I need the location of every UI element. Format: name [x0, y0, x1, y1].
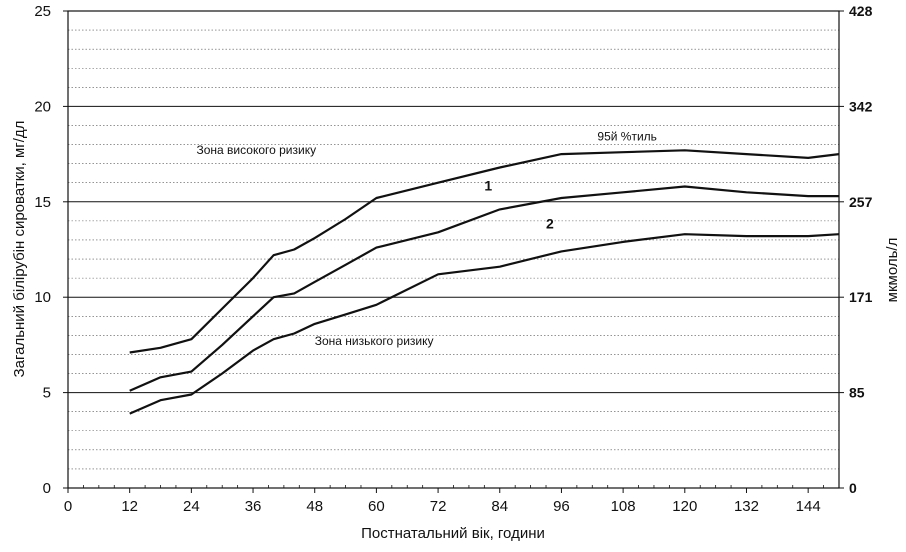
x-tick-label: 48 [306, 498, 323, 515]
x-tick-label: 144 [796, 498, 821, 515]
y-tick-label: 20 [34, 98, 51, 115]
annotation-5: 2 [546, 216, 554, 232]
y-right-tick-label: 428 [849, 3, 873, 19]
annotation-1: Зона високого ризику [197, 143, 317, 157]
y-tick-label: 25 [34, 3, 51, 20]
grid [68, 10, 839, 489]
series-line-1 [129, 149, 840, 354]
y-right-tick-label: 257 [849, 194, 873, 210]
x-tick-label: 60 [368, 498, 385, 515]
y-tick-label: 0 [43, 480, 51, 497]
annotation-4: 1 [484, 177, 492, 193]
annotations: Зона високого ризику Зона низького ризику… [197, 130, 657, 348]
y-right-tick-label: 0 [849, 480, 857, 496]
x-tick-label: 24 [183, 498, 200, 515]
x-axis-ticks: 0 12 24 36 48 60 72 84 96 108 120 132 144 [64, 485, 824, 515]
x-tick-label: 84 [491, 498, 508, 515]
plot-frame [67, 10, 840, 489]
y-tick-label: 15 [34, 194, 51, 211]
y-right-tick-label: 171 [849, 289, 873, 305]
series-line-3 [129, 233, 840, 415]
x-tick-label: 132 [734, 498, 759, 515]
y-right-tick-label: 342 [849, 98, 873, 114]
y-axis-label: Загальний білірубін сироватки, мг/дл [11, 121, 28, 378]
x-tick-label: 72 [430, 498, 447, 515]
y-axis-ticks: 0 5 10 15 20 25 [34, 3, 68, 497]
y-tick-label: 5 [43, 385, 51, 402]
x-tick-label: 120 [672, 498, 697, 515]
x-tick-label: 96 [553, 498, 570, 515]
x-tick-label: 108 [611, 498, 636, 515]
x-tick-label: 36 [245, 498, 262, 515]
x-tick-label: 12 [121, 498, 138, 515]
y-tick-label: 10 [34, 289, 51, 306]
y-right-axis-ticks: 0 85 171 257 342 428 [839, 3, 873, 496]
x-axis-label: Постнатальний вік, години [361, 525, 545, 542]
y-right-tick-label: 85 [849, 385, 865, 401]
annotation-3: 95й %тиль [597, 130, 657, 144]
x-tick-label: 0 [64, 498, 72, 515]
y-right-axis-label: мкмоль/л [884, 238, 901, 303]
series-line-2 [129, 185, 839, 392]
annotation-2: Зона низького ризику [315, 334, 434, 348]
series-lines [129, 149, 840, 415]
